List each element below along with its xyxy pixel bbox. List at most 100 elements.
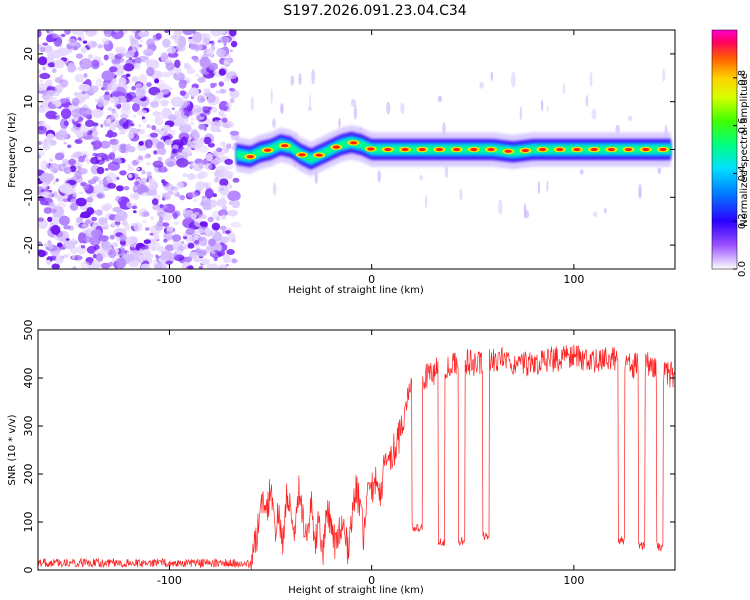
noise-speckle bbox=[48, 158, 54, 162]
noise-speckle bbox=[75, 93, 83, 100]
track-peak bbox=[418, 147, 426, 152]
y-tick-label: -20 bbox=[22, 236, 35, 254]
noise-speckle bbox=[77, 165, 81, 169]
noise-speckle bbox=[196, 173, 205, 180]
noise-speckle bbox=[91, 216, 98, 222]
noise-speckle bbox=[92, 126, 97, 130]
faint-streak bbox=[591, 108, 597, 120]
noise-speckle bbox=[96, 99, 104, 108]
track-peak bbox=[521, 148, 530, 153]
noise-speckle bbox=[192, 30, 197, 35]
noise-speckle bbox=[187, 191, 199, 198]
noise-speckle bbox=[71, 30, 85, 36]
noise-speckle bbox=[208, 238, 216, 247]
noise-speckle bbox=[149, 132, 159, 138]
noise-speckle bbox=[104, 91, 110, 95]
faint-streak bbox=[272, 182, 277, 196]
noise-speckle bbox=[86, 196, 94, 203]
noise-speckle bbox=[96, 166, 105, 175]
noise-speckle bbox=[79, 107, 92, 117]
noise-speckle bbox=[191, 129, 199, 137]
faint-streak bbox=[662, 68, 666, 83]
noise-speckle bbox=[207, 94, 220, 106]
noise-speckle bbox=[155, 92, 164, 100]
noise-speckle bbox=[141, 170, 146, 175]
noise-speckle bbox=[101, 70, 115, 81]
noise-speckle bbox=[51, 100, 56, 105]
faint-streak bbox=[280, 103, 284, 114]
noise-speckle bbox=[71, 108, 82, 118]
noise-speckle bbox=[174, 109, 185, 118]
noise-speckle bbox=[64, 30, 71, 35]
noise-speckle bbox=[184, 63, 192, 70]
track-peak bbox=[607, 147, 615, 152]
noise-speckle bbox=[141, 118, 148, 124]
noise-speckle bbox=[179, 123, 192, 133]
noise-speckle bbox=[67, 253, 71, 257]
noise-speckle bbox=[58, 215, 70, 226]
track-peak bbox=[281, 144, 289, 148]
noise-speckle bbox=[38, 125, 47, 135]
noise-speckle bbox=[119, 48, 125, 54]
noise-speckle bbox=[38, 56, 48, 66]
noise-speckle bbox=[152, 232, 160, 241]
track-peak bbox=[590, 147, 598, 152]
noise-speckle bbox=[131, 222, 136, 227]
faint-streak bbox=[593, 211, 598, 218]
faint-streak bbox=[615, 124, 620, 134]
noise-speckle bbox=[188, 265, 194, 269]
noise-speckle bbox=[152, 111, 162, 117]
noise-speckle bbox=[127, 166, 135, 171]
snr-line bbox=[38, 344, 675, 570]
noise-speckle bbox=[111, 221, 116, 226]
noise-speckle bbox=[114, 215, 123, 222]
noise-speckle bbox=[148, 177, 156, 185]
y-tick-label: -10 bbox=[22, 188, 35, 206]
y-tick-label: 0 bbox=[22, 567, 35, 574]
noise-speckle bbox=[216, 153, 225, 163]
noise-speckle bbox=[187, 242, 195, 249]
noise-speckle bbox=[101, 223, 110, 228]
noise-speckle bbox=[89, 85, 99, 93]
noise-speckle bbox=[101, 38, 110, 45]
noise-speckle bbox=[52, 33, 59, 39]
noise-speckle bbox=[53, 36, 63, 47]
noise-speckle bbox=[131, 75, 139, 83]
noise-speckle bbox=[202, 106, 211, 114]
noise-speckle bbox=[91, 108, 104, 118]
noise-speckle bbox=[140, 193, 145, 196]
snr-frame bbox=[37, 329, 676, 571]
noise-speckle bbox=[171, 107, 175, 110]
noise-speckle bbox=[175, 44, 183, 52]
noise-speckle bbox=[76, 131, 84, 138]
noise-speckle bbox=[89, 235, 101, 247]
noise-speckle bbox=[46, 36, 53, 43]
track-peak bbox=[315, 153, 323, 157]
noise-speckle bbox=[217, 185, 229, 194]
noise-speckle bbox=[75, 140, 81, 143]
noise-speckle bbox=[98, 235, 109, 242]
noise-speckle bbox=[81, 90, 87, 95]
noise-speckle bbox=[97, 44, 104, 49]
faint-streak bbox=[657, 167, 661, 174]
noise-speckle bbox=[78, 156, 85, 163]
noise-speckle bbox=[162, 38, 171, 48]
snr-xlabel: Height of straight line (km) bbox=[288, 585, 424, 596]
noise-speckle bbox=[221, 117, 228, 123]
noise-speckle bbox=[164, 244, 175, 252]
noise-speckle bbox=[187, 173, 196, 181]
noise-speckle bbox=[173, 72, 185, 81]
noise-speckle bbox=[174, 221, 179, 226]
x-tick-label: 100 bbox=[563, 273, 584, 286]
noise-speckle bbox=[179, 100, 185, 106]
noise-speckle bbox=[104, 203, 112, 211]
noise-speckle bbox=[116, 224, 120, 228]
noise-speckle bbox=[168, 87, 173, 90]
colorbar: 0.0 0.2 0.4 0.6 0.8 Normalized spectral ampl… bbox=[711, 29, 750, 277]
chart-title: S197.2026.091.23.04.C34 bbox=[283, 3, 467, 19]
noise-speckle bbox=[179, 90, 186, 96]
noise-speckle bbox=[82, 222, 87, 227]
noise-speckle bbox=[201, 37, 211, 46]
noise-speckle bbox=[189, 41, 203, 52]
noise-speckle bbox=[194, 148, 199, 152]
